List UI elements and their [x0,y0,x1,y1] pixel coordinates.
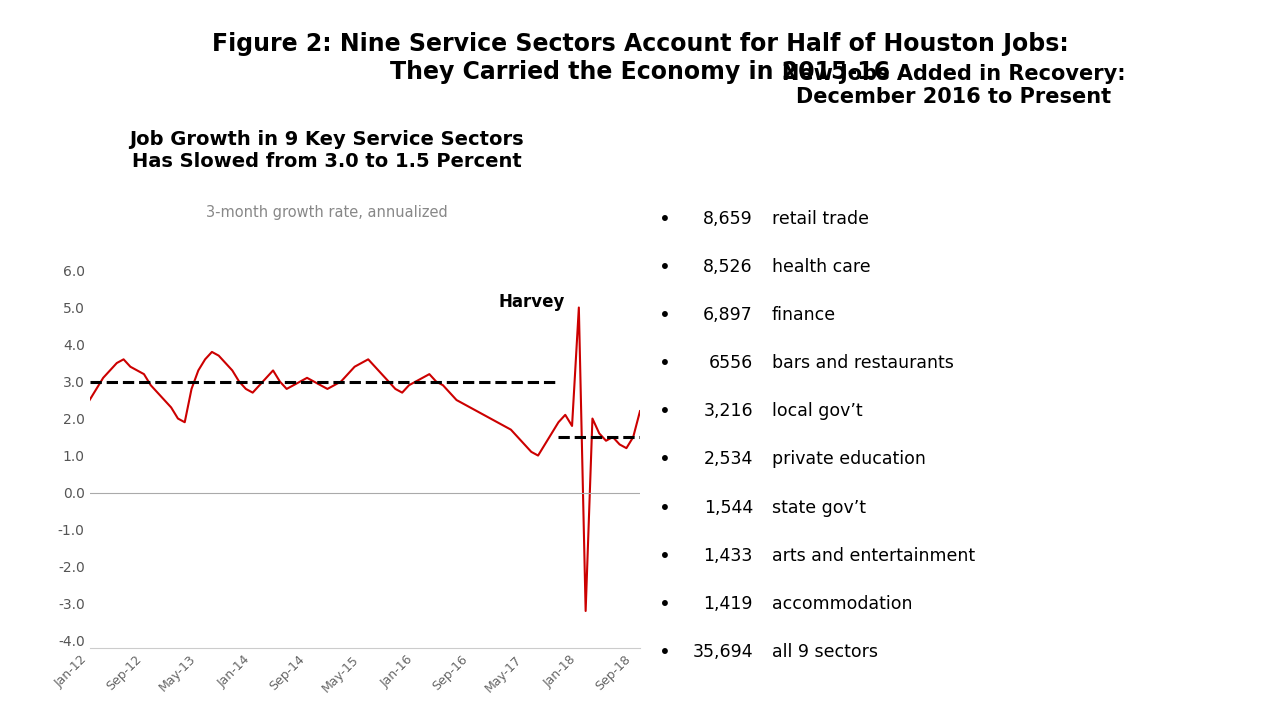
Text: 2,534: 2,534 [704,451,753,469]
Text: Job Growth in 9 Key Service Sectors
Has Slowed from 3.0 to 1.5 Percent: Job Growth in 9 Key Service Sectors Has … [129,130,524,171]
Text: private education: private education [772,451,925,469]
Text: •: • [659,258,671,276]
Text: all 9 sectors: all 9 sectors [772,643,878,661]
Text: •: • [659,595,671,614]
Text: 35,694: 35,694 [692,643,753,661]
Text: accommodation: accommodation [772,595,913,613]
Text: •: • [659,451,671,469]
Text: 1,419: 1,419 [704,595,753,613]
Text: arts and entertainment: arts and entertainment [772,546,975,564]
Text: 1,544: 1,544 [704,498,753,516]
Text: state gov’t: state gov’t [772,498,865,516]
Text: •: • [659,354,671,373]
Text: New Jobs Added in Recovery:
December 2016 to Present: New Jobs Added in Recovery: December 201… [782,64,1125,107]
Text: •: • [659,402,671,421]
Text: •: • [659,306,671,325]
Text: •: • [659,498,671,518]
Text: finance: finance [772,306,836,324]
Text: 6,897: 6,897 [703,306,753,324]
Text: bars and restaurants: bars and restaurants [772,354,954,372]
Text: 6556: 6556 [709,354,753,372]
Text: 8,526: 8,526 [703,258,753,276]
Text: •: • [659,210,671,229]
Text: •: • [659,546,671,566]
Text: 3,216: 3,216 [703,402,753,420]
Text: local gov’t: local gov’t [772,402,863,420]
Text: 3-month growth rate, annualized: 3-month growth rate, annualized [206,205,447,220]
Text: Harvey: Harvey [499,293,566,311]
Text: health care: health care [772,258,870,276]
Text: Figure 2: Nine Service Sectors Account for Half of Houston Jobs:
They Carried th: Figure 2: Nine Service Sectors Account f… [211,32,1069,84]
Text: retail trade: retail trade [772,210,869,228]
Text: •: • [659,643,671,662]
Text: 8,659: 8,659 [703,210,753,228]
Text: 1,433: 1,433 [704,546,753,564]
